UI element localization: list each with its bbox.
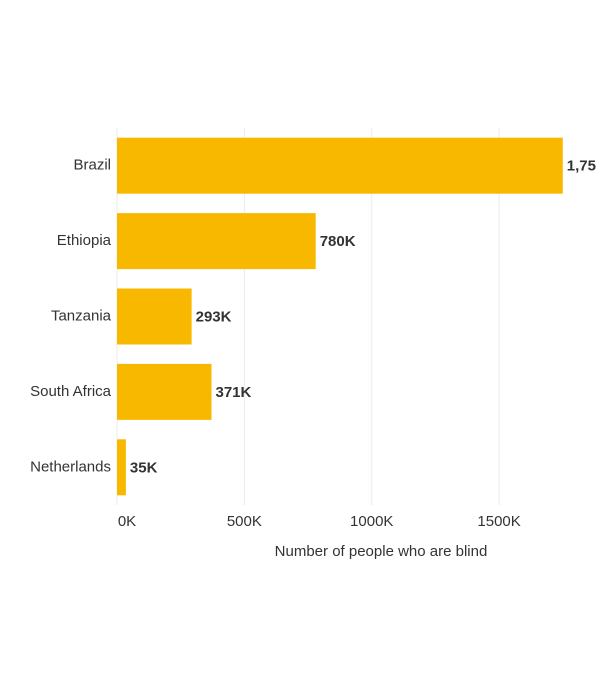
bar	[117, 137, 563, 194]
bar	[117, 439, 126, 496]
value-label: 293K	[196, 308, 232, 325]
y-tick-label: Netherlands	[30, 458, 111, 475]
x-tick-label: 1000K	[350, 513, 393, 530]
bar	[117, 363, 212, 420]
bar	[117, 213, 316, 270]
value-label: 1,75	[567, 158, 596, 175]
y-tick-label: Ethiopia	[57, 232, 112, 249]
value-label: 371K	[216, 384, 252, 401]
x-axis-title: Number of people who are blind	[275, 543, 488, 560]
x-tick-label: 1500K	[477, 513, 520, 530]
y-tick-label: Brazil	[73, 157, 111, 174]
x-tick-label: 500K	[227, 513, 262, 530]
y-tick-label: South Africa	[30, 383, 112, 400]
y-tick-label: Tanzania	[51, 307, 112, 324]
value-label: 780K	[320, 233, 356, 250]
value-label: 35K	[130, 459, 158, 476]
bar	[117, 288, 192, 345]
x-tick-label: 0K	[118, 513, 136, 530]
